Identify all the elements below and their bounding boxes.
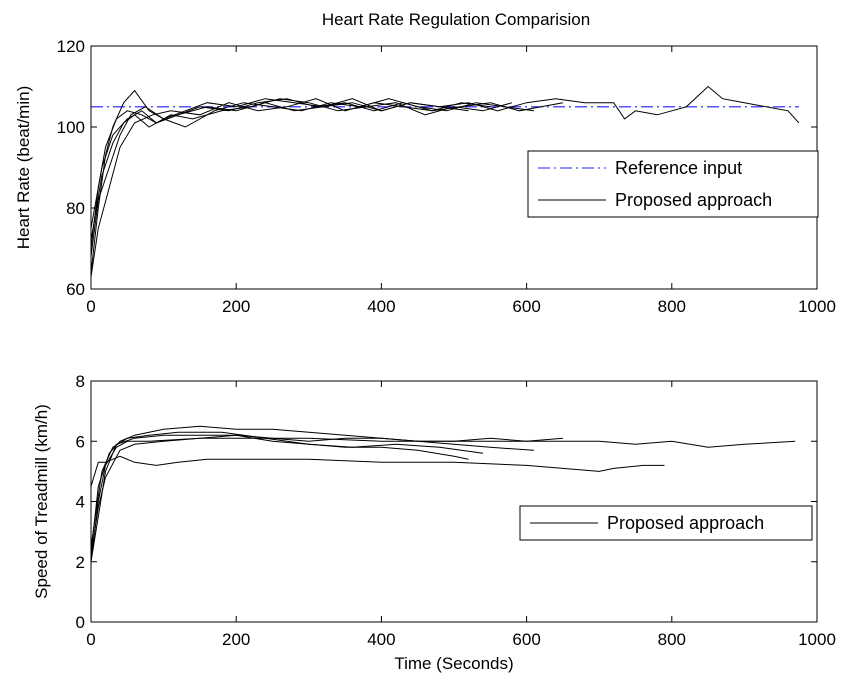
proposed-approach-line-1 <box>90 437 796 562</box>
proposed-approach-line-5 <box>90 431 484 547</box>
heart-rate-panel: 0 200 400 600 800 1000 60 80 100 120 Heart Rate (… <box>14 37 836 316</box>
x-tick-label: 0 <box>86 630 95 649</box>
legend-label: Reference input <box>615 158 742 178</box>
proposed-approach-line-6 <box>90 455 665 487</box>
y-tick-label: 80 <box>66 199 85 218</box>
heart-rate-ylabel: Heart Rate (beat/min) <box>14 86 33 249</box>
proposed-approach-line-3 <box>90 425 534 553</box>
x-tick-label: 1000 <box>798 630 836 649</box>
proposed-approach-line-6 <box>90 98 491 277</box>
chart-title: Heart Rate Regulation Comparision <box>322 10 590 29</box>
x-tick-label: 600 <box>512 630 540 649</box>
x-tick-label: 0 <box>86 297 95 316</box>
time-xlabel: Time (Seconds) <box>394 654 513 673</box>
x-tick-label: 1000 <box>798 297 836 316</box>
x-tick-label: 800 <box>658 630 686 649</box>
x-tick-label: 400 <box>367 297 395 316</box>
x-tick-label: 600 <box>512 297 540 316</box>
y-tick-label: 120 <box>57 37 85 56</box>
x-tick-label: 400 <box>367 630 395 649</box>
proposed-approach-line-2 <box>90 434 563 562</box>
proposed-approach-line-4 <box>90 434 469 556</box>
legend-label: Proposed approach <box>607 513 764 533</box>
treadmill-speed-panel: 0 200 400 600 800 1000 0 2 4 6 8 Speed of Treadmil… <box>32 372 836 673</box>
proposed-approach-line-5 <box>90 98 513 241</box>
legend-label: Proposed approach <box>615 190 772 210</box>
proposed-approach-line-7 <box>90 98 469 229</box>
y-tick-label: 6 <box>76 432 85 451</box>
treadmill-ylabel: Speed of Treadmill (km/h) <box>32 404 51 599</box>
y-tick-label: 100 <box>57 118 85 137</box>
treadmill-legend: Proposed approach <box>519 505 813 541</box>
heart-rate-legend: Reference input Proposed approach <box>527 150 819 218</box>
treadmill-axes-frame <box>90 380 818 623</box>
y-tick-label: 4 <box>76 493 85 512</box>
legend-box <box>527 150 819 218</box>
x-tick-label: 200 <box>222 630 250 649</box>
y-tick-label: 8 <box>76 372 85 391</box>
x-tick-label: 800 <box>658 297 686 316</box>
y-tick-label: 2 <box>76 553 85 572</box>
y-tick-label: 60 <box>66 280 85 299</box>
y-tick-label: 0 <box>76 613 85 632</box>
x-tick-label: 200 <box>222 297 250 316</box>
